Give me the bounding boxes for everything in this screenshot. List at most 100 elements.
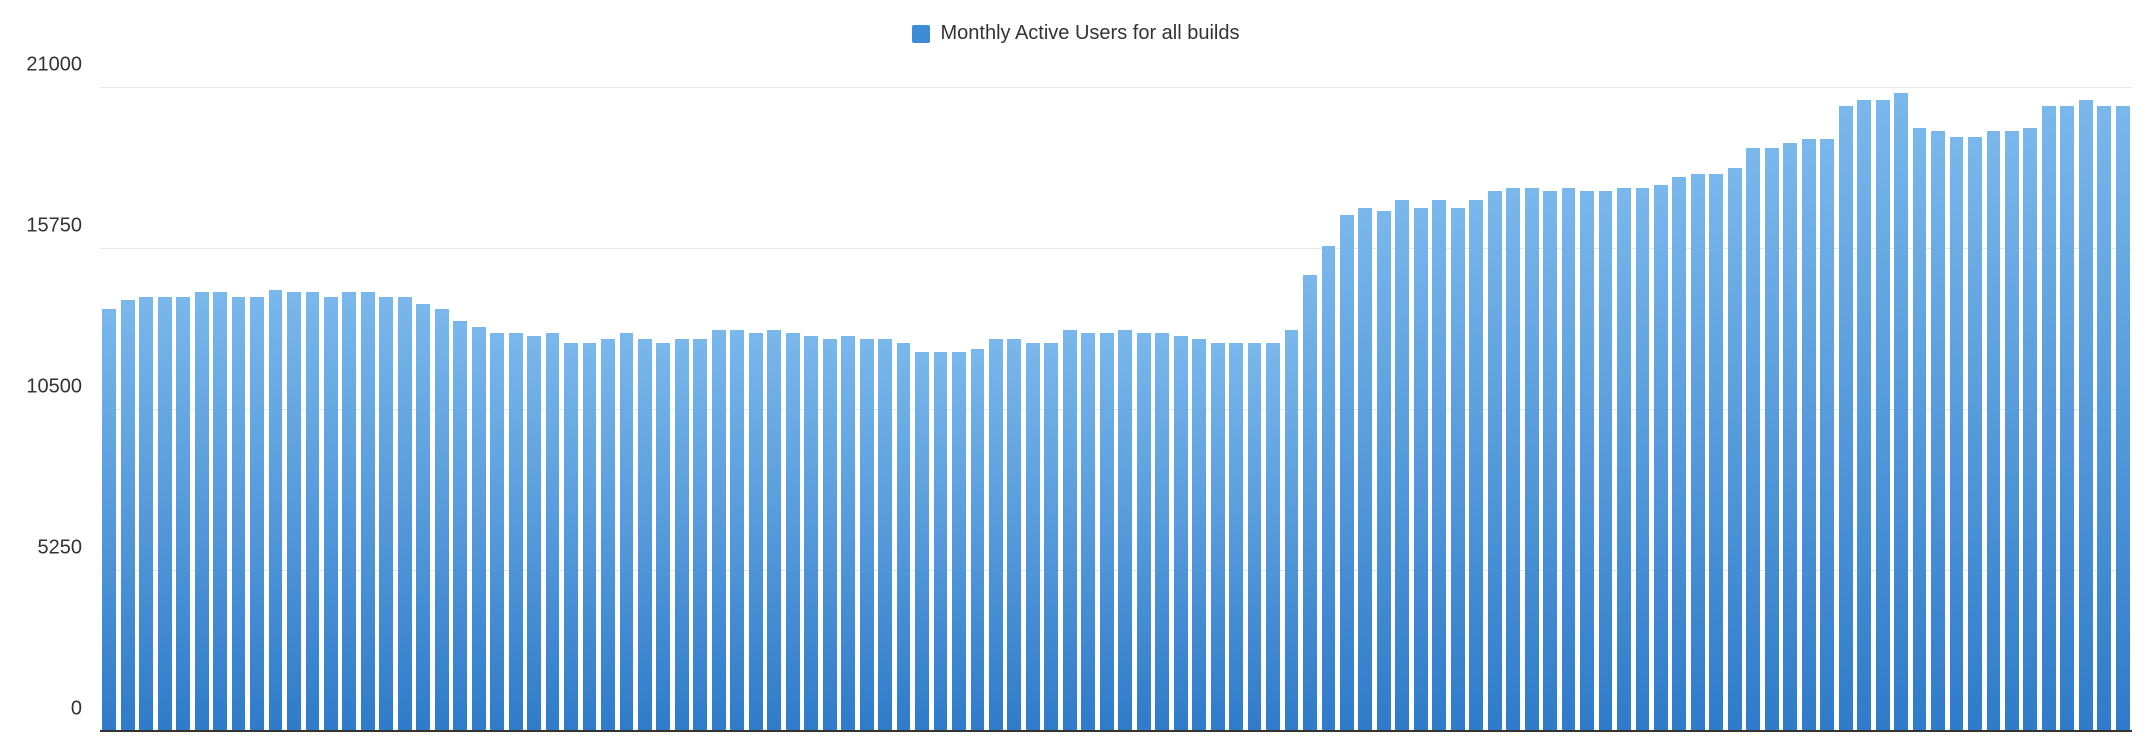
bar <box>269 290 283 732</box>
bar <box>1672 177 1686 732</box>
bar <box>1654 185 1668 732</box>
bar <box>1968 137 1982 732</box>
bar <box>786 333 800 732</box>
bar <box>453 321 467 732</box>
bar <box>1820 139 1834 732</box>
bar <box>1285 330 1299 732</box>
bar <box>693 339 707 732</box>
chart-container: Monthly Active Users for all builds 0525… <box>0 0 2152 756</box>
bar <box>1192 339 1206 732</box>
bar <box>1617 188 1631 732</box>
bar <box>1026 343 1040 732</box>
y-tick-label: 0 <box>71 698 82 721</box>
bar <box>1783 143 1797 732</box>
bar <box>1894 93 1908 732</box>
bar <box>546 333 560 732</box>
bar <box>1709 174 1723 732</box>
bar <box>952 352 966 732</box>
bar <box>1044 343 1058 732</box>
plot-area <box>100 88 2132 732</box>
bar <box>1580 191 1594 732</box>
bar <box>306 292 320 732</box>
bar <box>1765 148 1779 732</box>
bar <box>1432 200 1446 732</box>
bar <box>1950 137 1964 732</box>
bar <box>1248 343 1262 732</box>
bar <box>730 330 744 732</box>
bar <box>749 333 763 732</box>
bar <box>1395 200 1409 732</box>
bar <box>1229 343 1243 732</box>
bar <box>1599 191 1613 732</box>
bar <box>324 297 338 732</box>
bar <box>1525 188 1539 732</box>
y-tick-label: 15750 <box>26 215 82 238</box>
bar <box>2097 106 2111 732</box>
bar <box>1377 211 1391 732</box>
bar <box>1931 131 1945 732</box>
bar <box>1322 246 1336 732</box>
bar <box>250 297 264 732</box>
bar <box>656 343 670 732</box>
bar <box>1155 333 1169 732</box>
bars-layer <box>100 88 2132 732</box>
bar <box>601 339 615 732</box>
bar <box>860 339 874 732</box>
bar <box>1469 200 1483 732</box>
bar <box>1857 100 1871 732</box>
bar <box>287 292 301 732</box>
bar <box>897 343 911 732</box>
bar <box>1839 106 1853 732</box>
bar <box>1081 333 1095 732</box>
bar <box>1451 208 1465 732</box>
bar <box>1543 191 1557 732</box>
bar <box>712 330 726 732</box>
bar <box>934 352 948 732</box>
bar <box>1488 191 1502 732</box>
legend-swatch-icon <box>912 25 930 43</box>
bar <box>841 336 855 732</box>
bar <box>472 327 486 732</box>
bar <box>1636 188 1650 732</box>
bar <box>1303 275 1317 732</box>
bar <box>915 352 929 732</box>
bar <box>158 297 172 732</box>
legend-label: Monthly Active Users for all builds <box>940 22 1239 45</box>
bar <box>675 339 689 732</box>
bar <box>416 304 430 732</box>
bar <box>1746 148 1760 732</box>
bar <box>139 297 153 732</box>
bar <box>361 292 375 732</box>
bar <box>121 300 135 732</box>
chart-legend: Monthly Active Users for all builds <box>0 22 2152 48</box>
bar <box>102 309 116 732</box>
bar <box>398 297 412 732</box>
bar <box>1691 174 1705 732</box>
bar <box>176 297 190 732</box>
bar <box>342 292 356 732</box>
bar <box>1118 330 1132 732</box>
bar <box>2116 106 2130 732</box>
bar <box>2005 131 2019 732</box>
bar <box>1063 330 1077 732</box>
y-axis-labels: 05250105001575021000 <box>0 88 100 732</box>
bar <box>1913 128 1927 732</box>
bar <box>1414 208 1428 732</box>
bar <box>1876 100 1890 732</box>
bar <box>1358 208 1372 732</box>
bar <box>620 333 634 732</box>
bar <box>638 339 652 732</box>
bar <box>435 309 449 732</box>
x-axis-line <box>100 730 2132 732</box>
bar <box>232 297 246 732</box>
bar <box>1506 188 1520 732</box>
bar <box>878 339 892 732</box>
bar <box>379 297 393 732</box>
bar <box>195 292 209 732</box>
bar <box>1562 188 1576 732</box>
bar <box>2060 106 2074 732</box>
bar <box>2079 100 2093 732</box>
bar <box>1100 333 1114 732</box>
bar <box>804 336 818 732</box>
bar <box>213 292 227 732</box>
